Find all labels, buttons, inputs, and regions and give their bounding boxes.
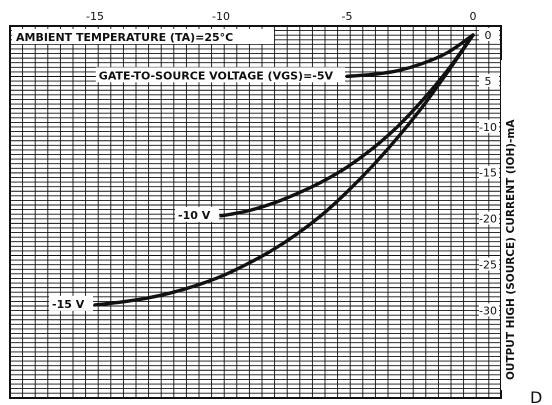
condition-label: AMBIENT TEMPERATURE (TA)=25°C bbox=[16, 31, 233, 44]
x-tick-label: 0 bbox=[470, 10, 477, 23]
series-label-bg bbox=[175, 206, 219, 222]
y-axis-label: OUTPUT HIGH (SOURCE) CURRENT (IOH)-mA bbox=[505, 119, 517, 380]
series-label-2: -15 V bbox=[52, 298, 85, 311]
x-tick-label: -10 bbox=[212, 10, 230, 23]
series-line-2 bbox=[93, 33, 475, 307]
series-line-0 bbox=[345, 33, 475, 79]
series-label-bg bbox=[49, 295, 93, 311]
y-tick-label: -25 bbox=[479, 259, 497, 272]
y-tick-bg bbox=[479, 73, 499, 87]
y-tick-label: -30 bbox=[479, 304, 497, 317]
y-tick-bg bbox=[479, 211, 499, 225]
y-tick-bg bbox=[479, 165, 499, 179]
y-tick-bg bbox=[479, 303, 499, 317]
y-tick-bg bbox=[479, 119, 499, 133]
series-label-bg bbox=[95, 67, 345, 83]
y-tick-label: -10 bbox=[479, 121, 497, 134]
y-axis-label-box bbox=[501, 60, 519, 390]
y-tick-label: -20 bbox=[479, 213, 497, 226]
series-line-1 bbox=[219, 33, 475, 218]
y-tick-bg bbox=[479, 257, 499, 271]
series-label-0: GATE-TO-SOURCE VOLTAGE (VGS)=-5V bbox=[99, 69, 334, 82]
y-tick-bg bbox=[479, 28, 499, 41]
x-tick-label: -5 bbox=[342, 10, 353, 23]
y-tick-label: 0 bbox=[485, 29, 492, 42]
curves bbox=[93, 33, 475, 307]
condition-label-box bbox=[12, 29, 274, 44]
stray-char: D bbox=[530, 388, 542, 405]
series-label-1: -10 V bbox=[178, 209, 211, 222]
y-tick-label: -15 bbox=[479, 167, 497, 180]
y-axis-ticks: 0 5 -10 -15 -20 -25 -30 bbox=[479, 28, 499, 317]
x-axis-ticks: -15 -10 -5 0 bbox=[86, 10, 476, 23]
y-tick-label: 5 bbox=[485, 75, 492, 88]
plot-frame bbox=[9, 25, 502, 399]
x-tick-label: -15 bbox=[86, 10, 104, 23]
series-labels: GATE-TO-SOURCE VOLTAGE (VGS)=-5V -10 V -15… bbox=[49, 67, 345, 311]
